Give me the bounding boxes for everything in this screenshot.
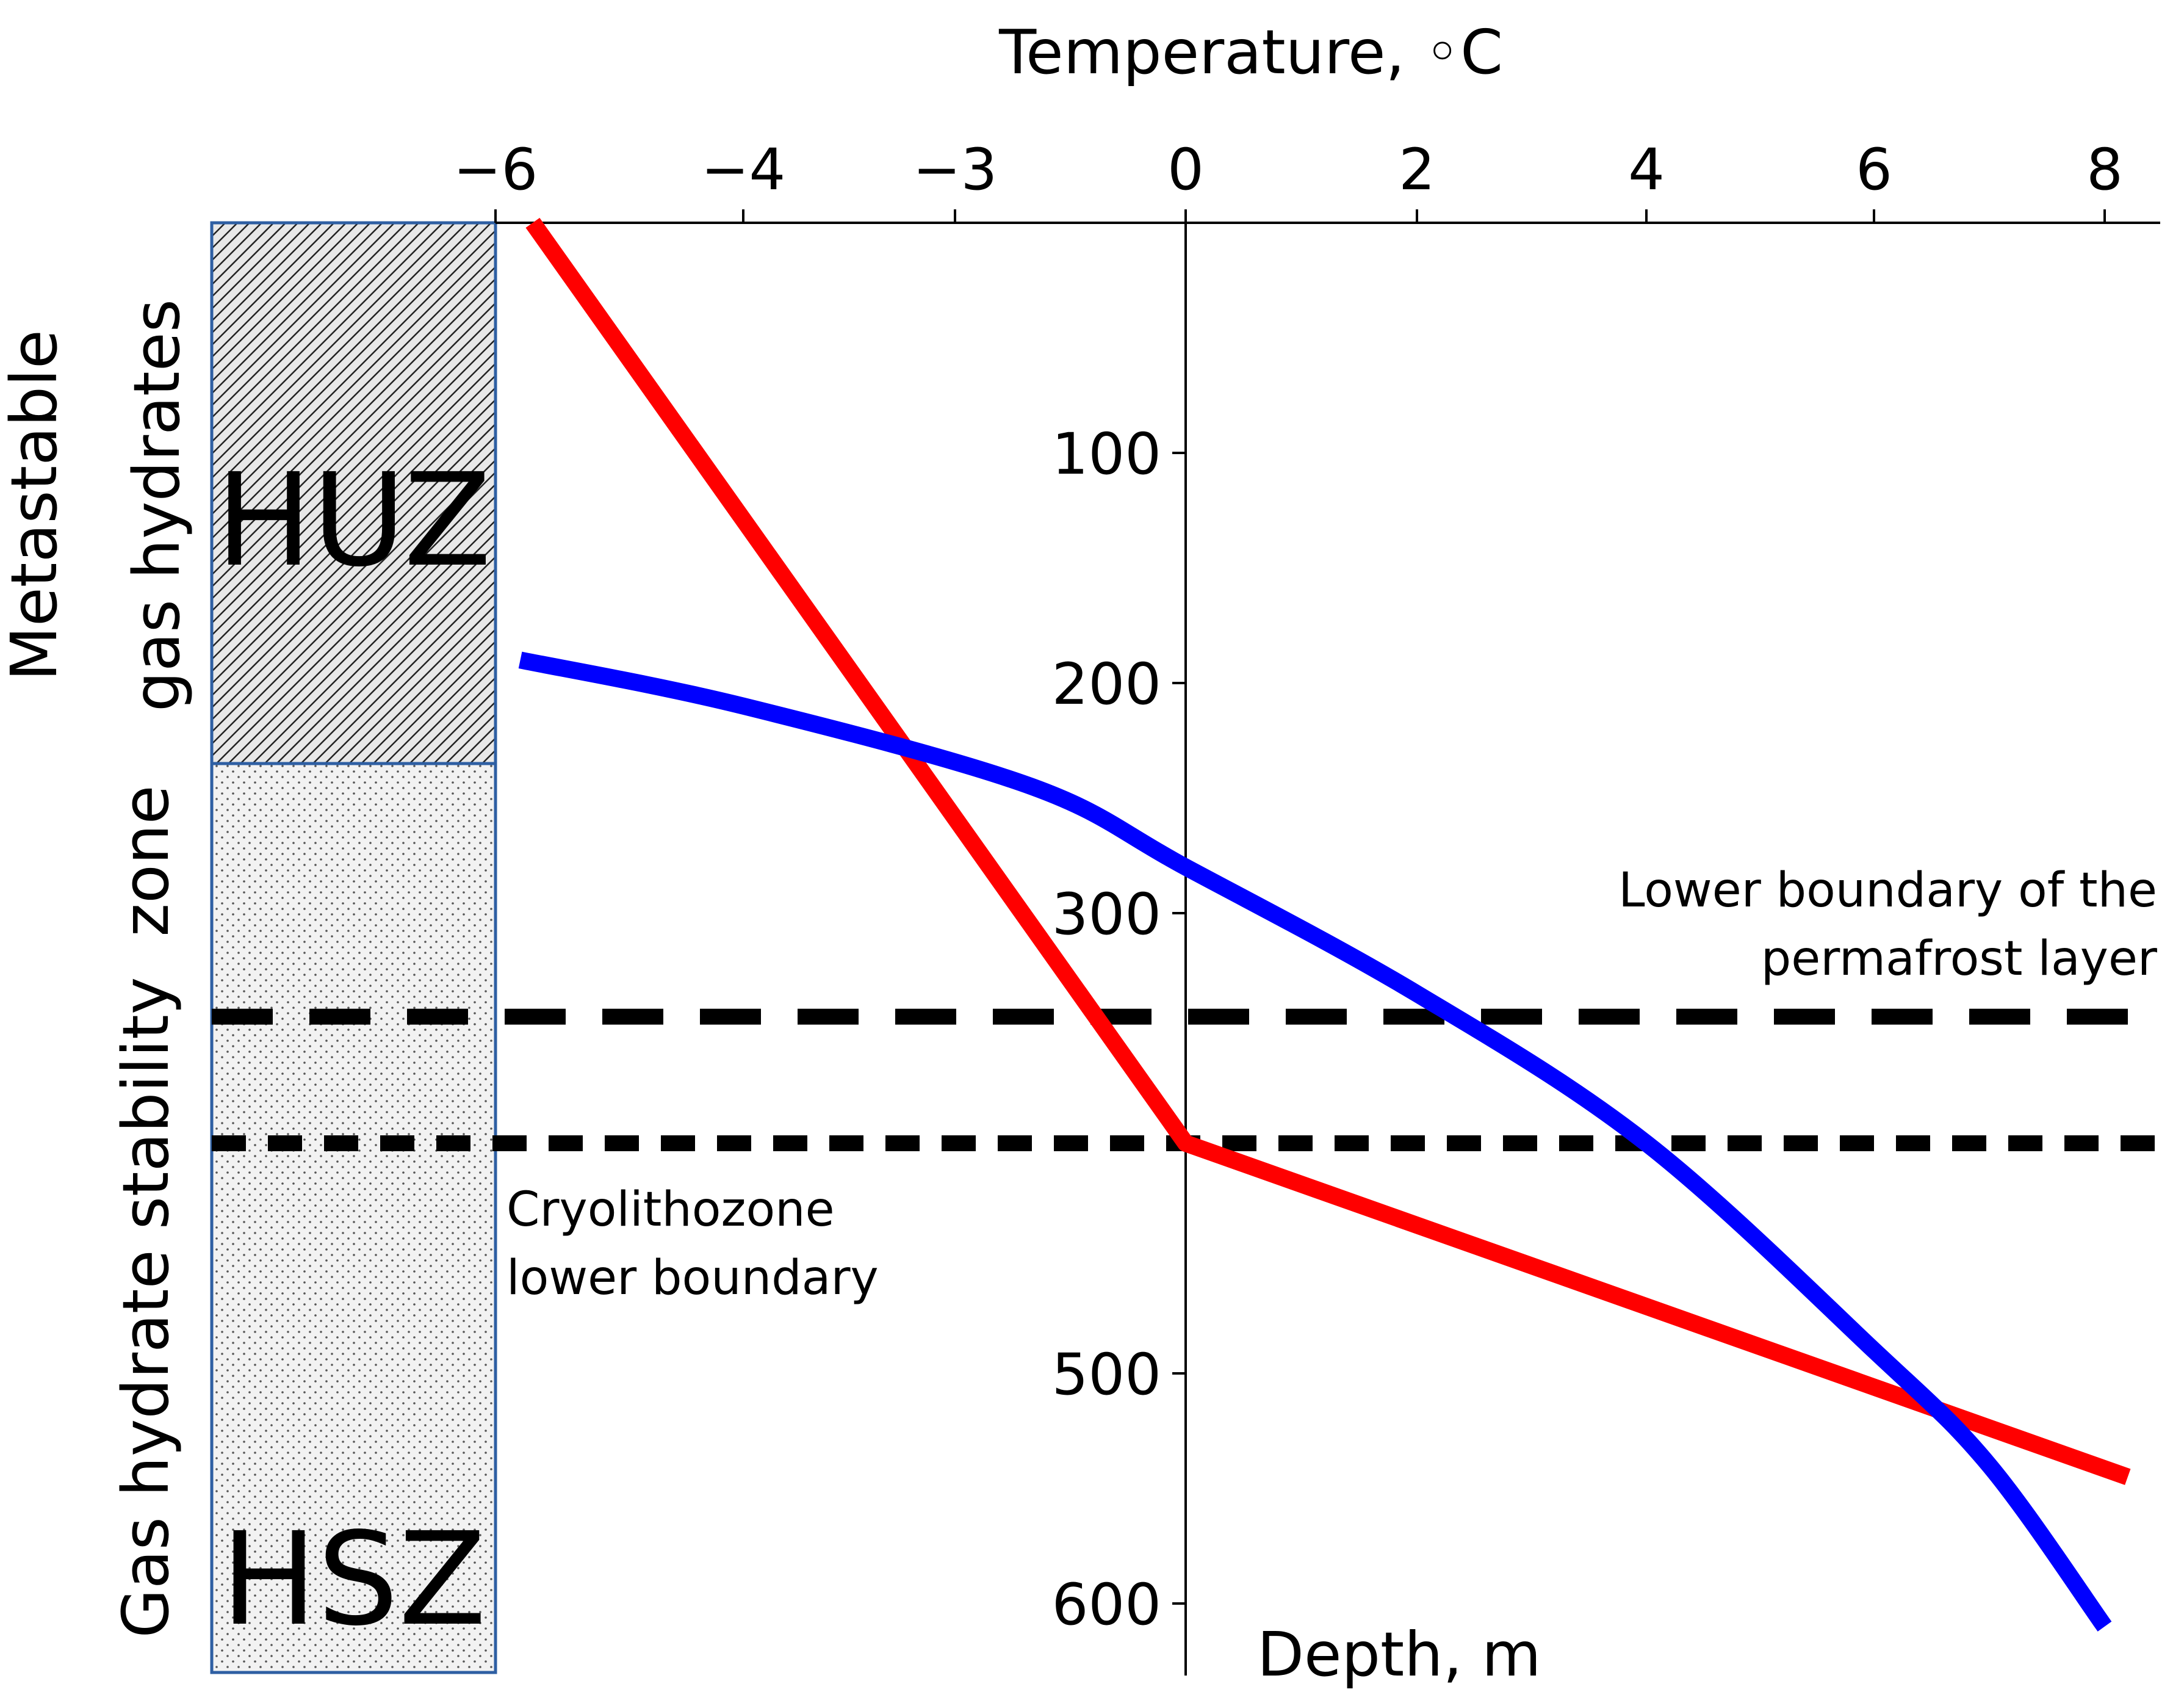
x-tick-label: −4 (701, 137, 786, 203)
huz-zone (210, 221, 497, 765)
x-tick-label: 6 (1856, 137, 1892, 203)
x-tick-label: −3 (913, 137, 998, 203)
x-tick-label: −6 (453, 137, 538, 203)
geotherm-red-curve (525, 217, 2131, 1485)
temperature-axis-title: Temperature, ◦C (998, 16, 1503, 88)
hsz-zone (210, 762, 497, 1674)
permafrost-boundary-label: Lower boundary of the permafrost layer (1618, 863, 2158, 986)
x-tick-label: 4 (1628, 137, 1665, 203)
huz-label: HUZ (216, 446, 492, 595)
stability-zone-side-label: Gas hydrate stability zone (109, 785, 183, 1638)
stability-blue-curve (518, 651, 2112, 1632)
x-tick-label: 0 (1167, 137, 1204, 203)
metastable-side-label: Metastable (0, 330, 71, 681)
gas-hydrates-side-label: gas hydrates (120, 299, 194, 712)
y-tick-label: 100 (1052, 421, 1161, 488)
x-tick-label: 8 (2086, 137, 2123, 203)
hsz-label: HSZ (221, 1505, 486, 1654)
x-tick-label: 2 (1399, 137, 1435, 203)
y-tick-label: 200 (1052, 651, 1161, 718)
depth-ticks: 100 200 300 500 600 (1052, 421, 1186, 1638)
cryolithozone-boundary-label: Cryolithozone lower boundary (506, 1182, 879, 1306)
y-tick-label: 300 (1052, 881, 1161, 948)
depth-axis-title: Depth, m (1257, 1619, 1541, 1690)
y-tick-label: 600 (1052, 1572, 1161, 1638)
temperature-ticks: −6 −4 −3 0 2 4 6 8 (453, 137, 2123, 223)
y-tick-label: 500 (1052, 1342, 1161, 1408)
